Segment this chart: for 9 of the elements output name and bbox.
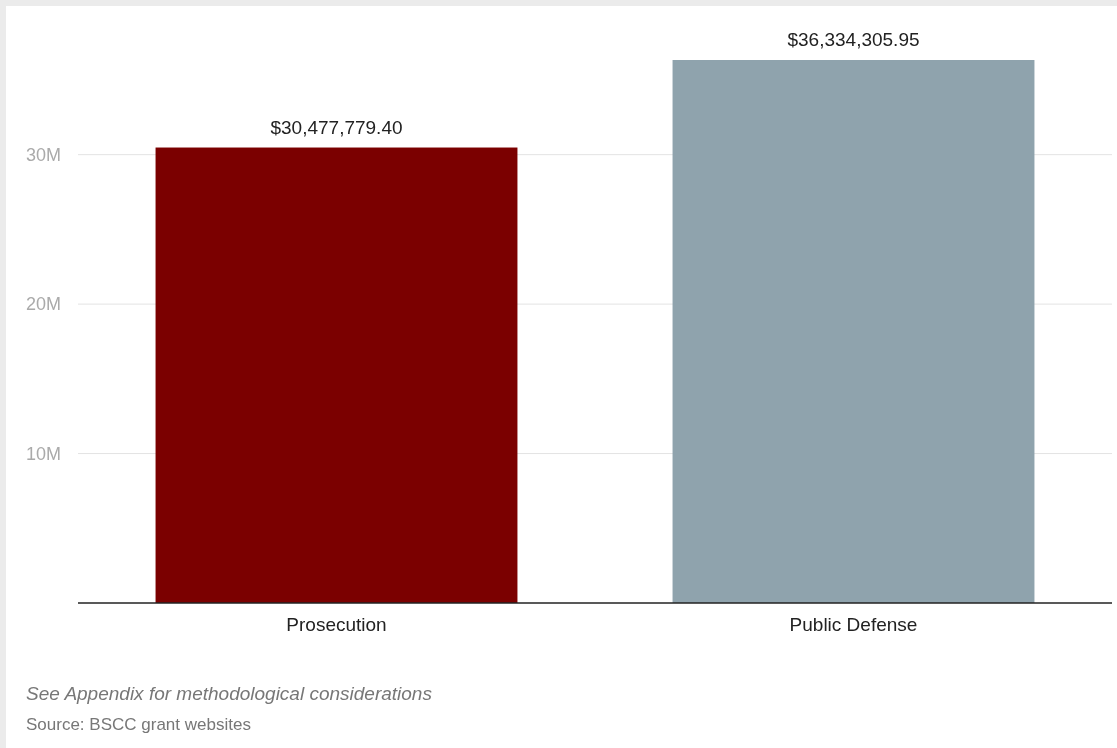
data-label: $36,334,305.95 [787,29,920,50]
text: See Appendix for methodological considerations [26,683,433,704]
y-tick-label: 20M [26,294,62,315]
source-note: Source: BSCC grant websites [26,715,251,734]
x-tick-label: Prosecution [286,614,387,635]
y-tick-label: 30M [26,144,62,165]
x-tick-label: Public Defense [789,614,918,635]
data-label: $30,477,779.40 [270,116,403,138]
y-tick-label: 10M [26,443,62,464]
